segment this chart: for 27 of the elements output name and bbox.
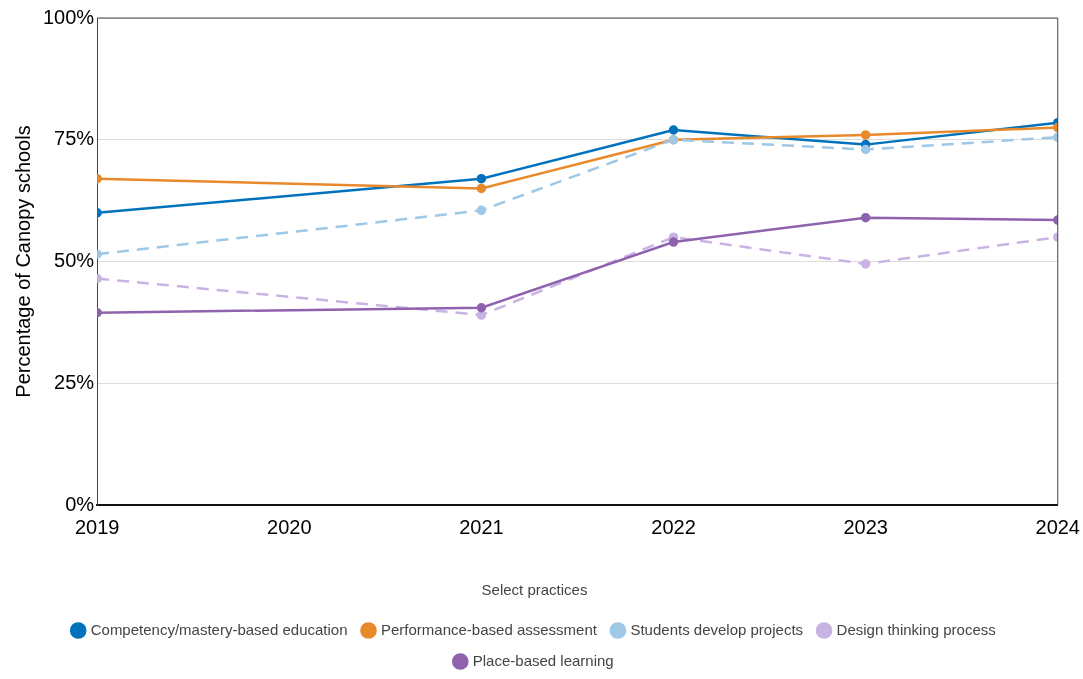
point bbox=[476, 173, 487, 184]
x-tick-label: 2023 bbox=[843, 515, 888, 538]
x-tick-label: 2022 bbox=[651, 515, 696, 538]
x-tick-label: 2020 bbox=[267, 515, 312, 538]
legend-label: Students develop projects bbox=[630, 620, 804, 638]
y-axis-title: Percentage of Canopy schools bbox=[11, 125, 34, 398]
y-tick-label: 0% bbox=[65, 492, 95, 515]
x-tick-label: 2024 bbox=[1035, 515, 1080, 538]
point bbox=[860, 259, 871, 269]
y-tick-label: 25% bbox=[54, 370, 95, 393]
y-tick-label: 100% bbox=[43, 5, 95, 28]
legend-label: Design thinking process bbox=[836, 620, 996, 638]
y-tick-label: 75% bbox=[54, 127, 95, 150]
legend-title: Select practices bbox=[481, 580, 588, 598]
point bbox=[476, 310, 487, 320]
point bbox=[476, 205, 487, 216]
legend-label: Performance-based assessment bbox=[381, 620, 598, 638]
point bbox=[668, 125, 679, 135]
point bbox=[860, 144, 871, 155]
x-tick-label: 2021 bbox=[459, 515, 504, 538]
x-tick-label: 2019 bbox=[74, 515, 120, 538]
legend-label: Competency/mastery-based education bbox=[90, 620, 348, 638]
y-tick-label: 50% bbox=[54, 249, 95, 272]
point bbox=[476, 303, 487, 313]
legend-label: Place-based learning bbox=[472, 651, 614, 669]
point bbox=[860, 212, 871, 223]
point bbox=[668, 237, 679, 247]
